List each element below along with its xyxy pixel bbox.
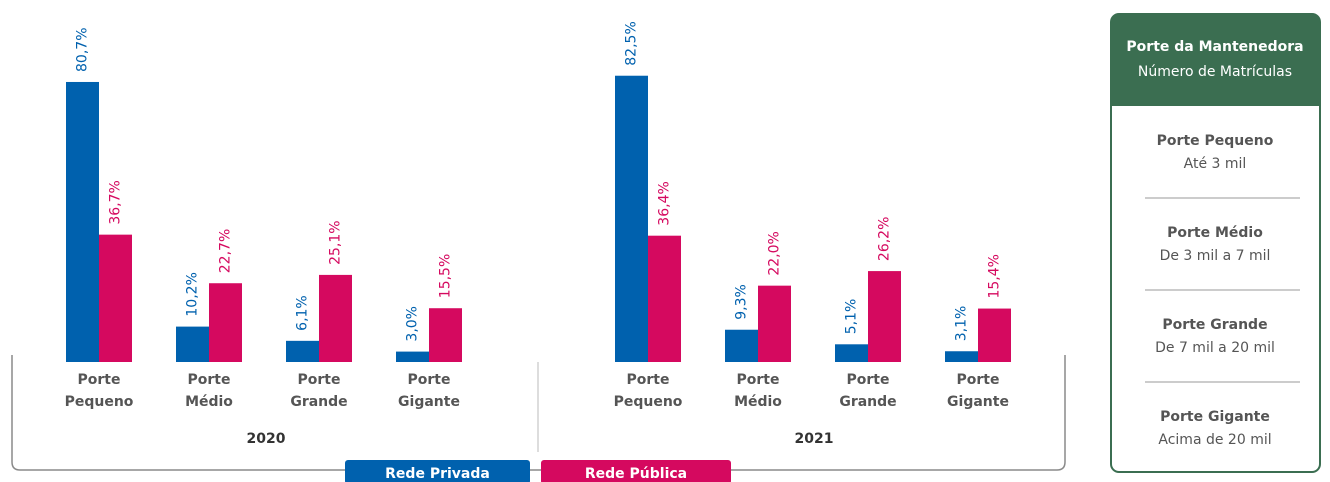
bar <box>319 274 352 362</box>
value-label: 15,5% <box>438 254 454 298</box>
value-label: 3,0% <box>405 306 421 342</box>
bar <box>945 351 978 362</box>
value-label: 15,4% <box>987 254 1003 298</box>
bar <box>209 283 242 362</box>
row-subtitle: De 7 mil a 20 mil <box>1155 340 1275 356</box>
row-title: Porte Grande <box>1162 317 1267 333</box>
value-label: 36,4% <box>657 181 673 225</box>
row-subtitle: De 3 mil a 7 mil <box>1160 248 1271 264</box>
legend-swatch <box>541 460 731 482</box>
x-tick-label: Porte Grande <box>290 372 347 410</box>
value-label: 5,1% <box>844 299 860 335</box>
value-label: 6,1% <box>295 295 311 331</box>
row-subtitle: Acima de 20 mil <box>1158 432 1271 448</box>
group-label: 2021 <box>795 431 834 447</box>
x-tick-label: Porte Pequeno <box>614 372 683 410</box>
group-label: 2020 <box>247 431 286 447</box>
x-tick-label: Porte Gigante <box>947 372 1009 410</box>
legend-label: Rede Privada <box>385 466 490 482</box>
bar <box>99 234 132 362</box>
bar <box>758 285 791 362</box>
legend-label: Rede Pública <box>585 466 687 482</box>
bar <box>725 329 758 362</box>
row-title: Porte Médio <box>1167 225 1263 241</box>
legend-header-title: Porte da Mantenedora <box>1126 39 1303 55</box>
bar <box>396 351 429 362</box>
x-tick-label: Porte Grande <box>839 372 896 410</box>
value-label: 3,1% <box>954 306 970 342</box>
row-subtitle: Até 3 mil <box>1184 156 1247 172</box>
bar <box>835 344 868 362</box>
legend-header-subtitle: Número de Matrículas <box>1138 64 1292 80</box>
bar <box>429 308 462 362</box>
value-label: 82,5% <box>624 21 640 65</box>
x-tick-label: Porte Gigante <box>398 372 460 410</box>
row-title: Porte Pequeno <box>1157 133 1274 149</box>
value-label: 10,2% <box>185 272 201 316</box>
value-label: 25,1% <box>328 220 344 264</box>
x-tick-label: Porte Médio <box>185 372 233 410</box>
legend-swatch <box>345 460 530 482</box>
legend-header <box>1111 14 1320 106</box>
bar <box>978 308 1011 362</box>
x-tick-label: Porte Pequeno <box>65 372 134 410</box>
x-tick-label: Porte Médio <box>734 372 782 410</box>
value-label: 26,2% <box>877 217 893 261</box>
bracket <box>11 355 1066 471</box>
bar <box>868 271 901 362</box>
bar <box>286 340 319 362</box>
value-label: 22,0% <box>767 231 783 275</box>
bar <box>615 75 648 362</box>
value-label: 22,7% <box>218 229 234 273</box>
bar <box>66 81 99 362</box>
bar <box>176 326 209 362</box>
bar <box>648 235 681 362</box>
value-label: 36,7% <box>108 180 124 224</box>
row-title: Porte Gigante <box>1160 409 1270 425</box>
value-label: 80,7% <box>75 27 91 71</box>
value-label: 9,3% <box>734 284 750 320</box>
